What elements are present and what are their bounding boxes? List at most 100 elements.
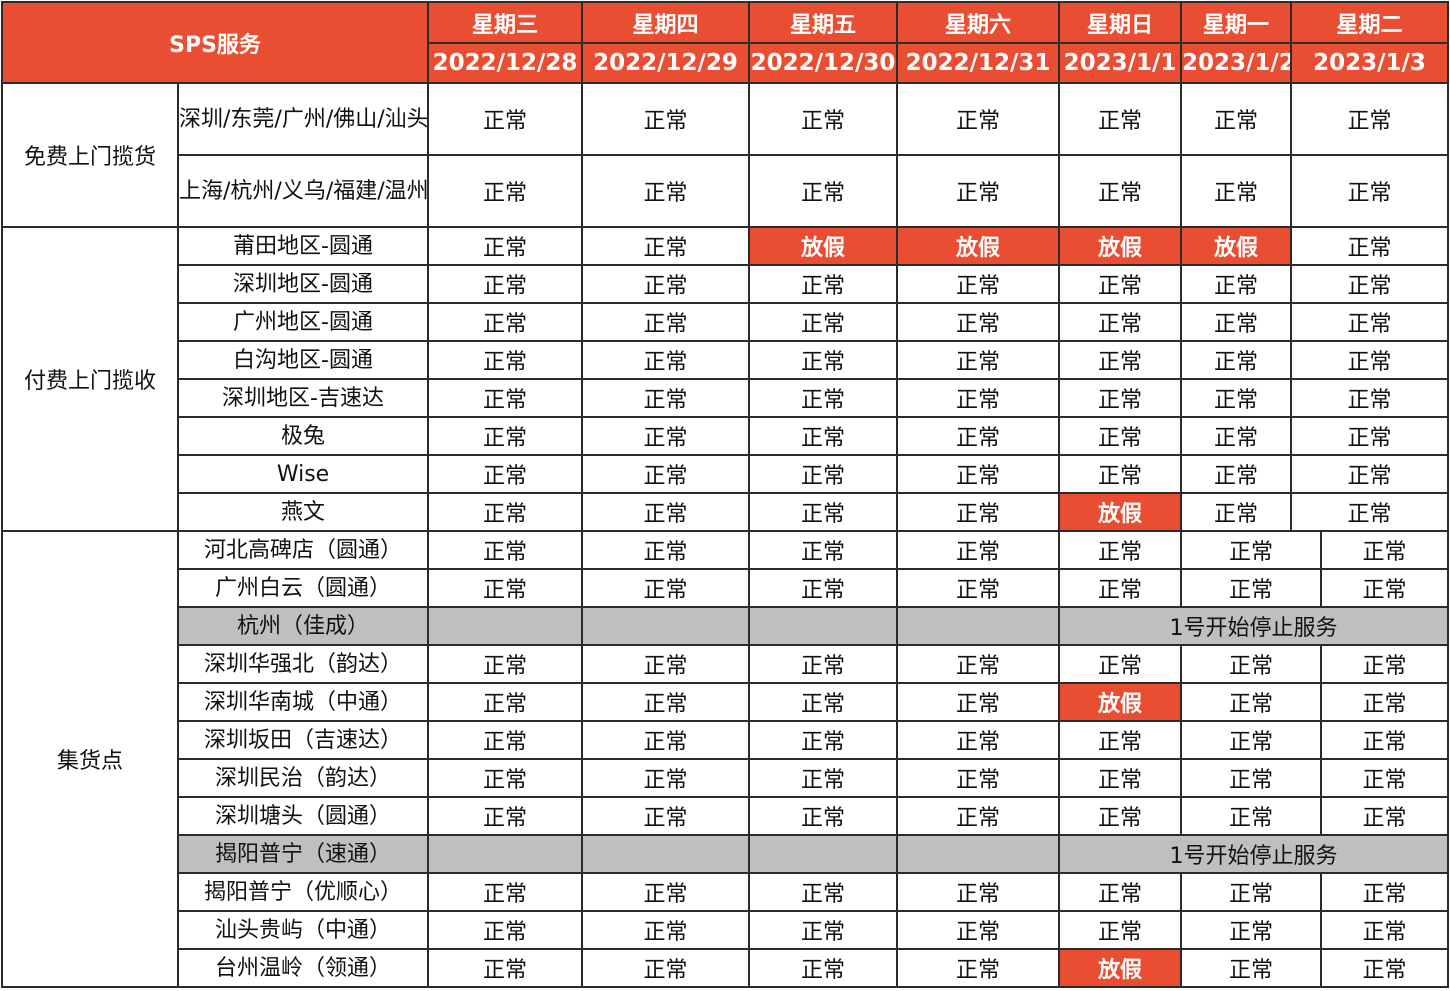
table-row: 燕文 正常 正常 正常 正常 放假 正常 正常 xyxy=(2,492,1450,532)
status-cell: 正常 xyxy=(1058,302,1183,342)
status-cell: 正常 xyxy=(1180,720,1323,760)
table-row: 广州地区-圆通 正常 正常 正常 正常 正常 正常 正常 xyxy=(2,302,1450,342)
header-weekday-row: SPS服务 星期三 星期四 星期五 星期六 星期日 星期一 星期二 xyxy=(0,1,1450,84)
status-cell-holiday: 放假 xyxy=(1058,682,1183,722)
status-cell: 正常 xyxy=(581,154,751,228)
status-cell: 正常 xyxy=(896,758,1061,798)
status-cell: 正常 xyxy=(1180,416,1293,456)
table-row: 上海/杭州/义乌/福建/温州/台州-WISE正常正常正常正常正常正常正常 xyxy=(2,154,1450,228)
status-cell: 正常 xyxy=(1290,492,1450,532)
status-cell: 正常 xyxy=(1290,454,1450,494)
status-cell: 正常 xyxy=(1180,796,1323,836)
status-cell: 正常 xyxy=(427,154,584,228)
status-cell: 正常 xyxy=(748,454,899,494)
status-cell-holiday: 放假 xyxy=(1058,226,1183,266)
category-cell: 免费上门揽货 xyxy=(1,82,179,228)
status-cell: 正常 xyxy=(1290,340,1450,380)
status-cell: 正常 xyxy=(1320,872,1450,912)
status-cell: 正常 xyxy=(581,910,751,950)
table-row: 深圳民治（韵达） 正常 正常 正常 正常 正常 正常 正常 xyxy=(2,758,1450,798)
status-cell: 正常 xyxy=(427,454,584,494)
status-cell-empty xyxy=(748,606,899,646)
status-cell: 正常 xyxy=(896,720,1061,760)
date-header: 2022/12/30 xyxy=(748,42,899,84)
status-cell: 正常 xyxy=(748,530,899,570)
status-cell: 正常 xyxy=(1320,796,1450,836)
status-cell: 正常 xyxy=(748,264,899,304)
status-cell: 正常 xyxy=(896,644,1061,684)
status-cell: 正常 xyxy=(581,948,751,988)
status-cell: 正常 xyxy=(1058,568,1183,608)
status-cell: 正常 xyxy=(1180,910,1323,950)
status-cell: 正常 xyxy=(896,82,1061,156)
status-cell: 正常 xyxy=(896,378,1061,418)
table-row: 杭州（佳成） 1号开始停止服务 xyxy=(2,606,1450,646)
table-row: 付费上门揽收 莆田地区-圆通 正常 正常 放假 放假 放假 放假 正常 xyxy=(1,226,1450,532)
weekday-header: 星期三 xyxy=(427,1,584,44)
status-cell: 正常 xyxy=(427,530,584,570)
date-header: 2023/1/2 xyxy=(1180,42,1293,84)
service-name-cell: 深圳地区-吉速达 xyxy=(176,378,430,418)
status-cell: 正常 xyxy=(581,340,751,380)
weekday-header: 星期日 xyxy=(1058,1,1183,44)
status-cell: 正常 xyxy=(748,416,899,456)
status-cell: 正常 xyxy=(581,720,751,760)
status-cell-holiday: 放假 xyxy=(896,226,1061,266)
status-cell: 正常 xyxy=(1058,644,1183,684)
status-cell: 正常 xyxy=(581,454,751,494)
service-name-cell: 上海/杭州/义乌/福建/温州/台州-WISE xyxy=(176,154,430,228)
status-cell: 正常 xyxy=(1180,530,1323,570)
service-name-cell: 揭阳普宁（速通） xyxy=(176,834,430,874)
service-name-cell: 深圳民治（韵达） xyxy=(176,758,430,798)
table-row: 揭阳普宁（速通） 1号开始停止服务 xyxy=(2,834,1450,874)
status-cell: 正常 xyxy=(1290,264,1450,304)
status-cell: 正常 xyxy=(427,226,584,266)
service-name-cell: 深圳地区-圆通 xyxy=(176,264,430,304)
status-cell: 正常 xyxy=(1180,154,1293,228)
status-cell-empty xyxy=(581,834,751,874)
status-cell: 正常 xyxy=(1058,454,1183,494)
status-cell: 正常 xyxy=(1290,82,1450,156)
status-cell: 正常 xyxy=(1320,948,1450,988)
status-cell-holiday: 放假 xyxy=(1058,492,1183,532)
status-cell: 正常 xyxy=(1058,378,1183,418)
status-cell: 正常 xyxy=(1290,226,1450,266)
date-header: 2022/12/29 xyxy=(581,42,751,84)
status-cell: 正常 xyxy=(581,682,751,722)
date-header: 2023/1/1 xyxy=(1058,42,1183,84)
status-cell: 正常 xyxy=(748,302,899,342)
status-cell: 正常 xyxy=(748,682,899,722)
status-cell: 正常 xyxy=(748,378,899,418)
service-name-cell: 莆田地区-圆通 xyxy=(176,226,430,266)
date-header: 2022/12/31 xyxy=(896,42,1061,84)
status-cell: 正常 xyxy=(748,758,899,798)
status-cell: 正常 xyxy=(581,872,751,912)
status-cell: 正常 xyxy=(1180,492,1293,532)
status-cell: 正常 xyxy=(896,492,1061,532)
status-cell: 正常 xyxy=(896,910,1061,950)
status-cell: 正常 xyxy=(748,796,899,836)
status-cell-empty xyxy=(896,606,1061,646)
status-cell: 正常 xyxy=(896,340,1061,380)
status-cell-empty xyxy=(427,834,584,874)
service-name-cell: 台州温岭（领通） xyxy=(176,948,430,988)
status-cell: 正常 xyxy=(896,796,1061,836)
service-name-cell: Wise xyxy=(176,454,430,494)
service-name-cell: 广州地区-圆通 xyxy=(176,302,430,342)
status-cell: 正常 xyxy=(1058,910,1183,950)
table-row: 揭阳普宁（优顺心） 正常 正常 正常 正常 正常 正常 正常 xyxy=(2,872,1450,912)
status-cell: 正常 xyxy=(896,416,1061,456)
table-row: 白沟地区-圆通 正常 正常 正常 正常 正常 正常 正常 xyxy=(2,340,1450,380)
status-cell: 正常 xyxy=(1320,720,1450,760)
status-cell: 正常 xyxy=(427,416,584,456)
service-name-cell: 广州白云（圆通） xyxy=(176,568,430,608)
status-cell: 正常 xyxy=(1180,264,1293,304)
status-cell: 正常 xyxy=(1320,910,1450,950)
status-cell: 正常 xyxy=(1180,82,1293,156)
service-name-cell: 河北高碑店（圆通） xyxy=(176,530,430,570)
weekday-header: 星期五 xyxy=(748,1,899,44)
status-cell-holiday: 放假 xyxy=(1058,948,1183,988)
status-cell-empty xyxy=(896,834,1061,874)
status-cell: 正常 xyxy=(896,948,1061,988)
